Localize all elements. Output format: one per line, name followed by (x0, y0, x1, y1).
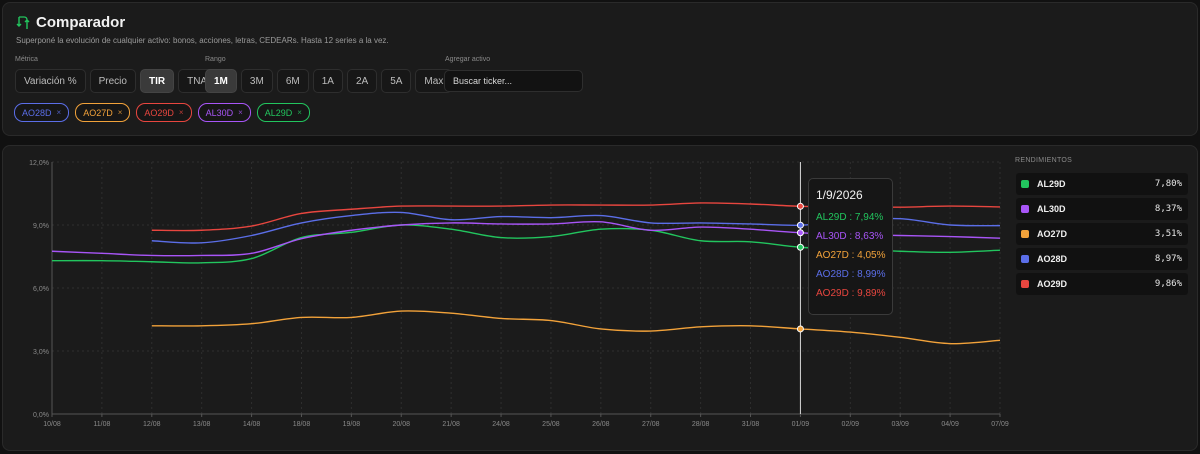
x-tick-label: 25/08 (542, 421, 560, 428)
legend-series-value: 9,86% (1154, 279, 1182, 289)
yield-legend: AL29D 7,80% AL30D 8,37% AO27D 3,51% AO28D 8,97%… (1016, 173, 1188, 298)
tooltip-row: AO29D : 9,89% (816, 288, 886, 299)
title-row: Comparador (16, 14, 125, 31)
legend-title: RENDIMIENTOS (1015, 157, 1073, 164)
legend-swatch (1021, 255, 1029, 263)
x-tick-label: 19/08 (343, 421, 361, 428)
metric-button[interactable]: Variación % (15, 69, 86, 93)
tooltip-row: AO28D : 8,99% (816, 269, 886, 280)
legend-series-name: AO28D (1037, 254, 1068, 264)
asset-chip-label: AO29D (144, 107, 174, 118)
metric-label: Métrica (15, 56, 38, 63)
legend-series-name: AO27D (1037, 229, 1068, 239)
hover-marker-al29d (796, 243, 804, 251)
hover-marker-ao28d (796, 221, 804, 229)
page-title: Comparador (36, 14, 126, 31)
tooltip-date: 1/9/2026 (816, 188, 863, 202)
hover-marker-ao27d (796, 325, 804, 333)
asset-chip[interactable]: AO28D × (14, 103, 70, 122)
remove-chip-icon[interactable]: × (297, 108, 302, 117)
y-tick-label: 12,0% (29, 160, 49, 167)
range-button[interactable]: 1A (312, 69, 343, 93)
x-tick-label: 02/09 (842, 421, 860, 428)
x-tick-label: 24/08 (492, 421, 510, 428)
hover-marker-ao29d (796, 202, 804, 210)
legend-item: AO27D 3,51% (1016, 223, 1188, 245)
tooltip-row: AO27D : 4,05% (816, 250, 886, 261)
legend-series-value: 7,80% (1154, 179, 1182, 189)
x-tick-label: 18/08 (293, 421, 311, 428)
selected-assets: AO28D × AO27D × AO29D × AL30D × AL29D × (14, 103, 310, 122)
compare-arrows-icon (16, 15, 30, 29)
metric-selector: Variación % Precio TIR TNA (15, 69, 217, 93)
range-button[interactable]: 1M (205, 69, 237, 93)
asset-chip[interactable]: AO29D × (136, 103, 192, 122)
x-tick-label: 28/08 (692, 421, 710, 428)
asset-chip-label: AO28D (22, 107, 52, 118)
legend-swatch (1021, 180, 1029, 188)
add-asset-label: Agregar activo (445, 56, 491, 63)
series-line-ao27d (151, 310, 1001, 345)
y-tick-label: 6,0% (33, 286, 49, 293)
asset-chip[interactable]: AL30D × (197, 103, 251, 122)
asset-chip[interactable]: AO27D × (75, 103, 131, 122)
range-button[interactable]: 5A (381, 69, 412, 93)
remove-chip-icon[interactable]: × (238, 108, 243, 117)
x-tick-label: 11/08 (93, 421, 110, 428)
asset-chip-label: AL29D (264, 107, 293, 118)
search-ticker-input[interactable]: Buscar ticker... (444, 70, 583, 92)
hover-marker-al30d (796, 229, 804, 237)
legend-series-name: AL29D (1037, 179, 1066, 189)
legend-item: AO29D 9,86% (1016, 273, 1188, 295)
metric-button[interactable]: Precio (89, 69, 136, 93)
y-tick-label: 3,0% (33, 349, 49, 356)
range-button[interactable]: 3M (240, 69, 273, 93)
x-tick-label: 20/08 (392, 421, 410, 428)
y-tick-label: 9,0% (33, 223, 49, 230)
metric-button[interactable]: TIR (139, 69, 175, 93)
x-tick-label: 13/08 (193, 421, 211, 428)
remove-chip-icon[interactable]: × (178, 108, 184, 117)
legend-series-name: AL30D (1037, 204, 1066, 214)
asset-chip-label: AL30D (205, 107, 234, 118)
legend-series-value: 8,97% (1154, 254, 1182, 264)
x-tick-label: 27/08 (642, 421, 660, 428)
page-subtitle: Superponé la evolución de cualquier acti… (16, 36, 389, 45)
x-tick-label: 26/08 (592, 421, 610, 428)
legend-item: AL29D 7,80% (1016, 173, 1188, 195)
x-tick-label: 14/08 (243, 421, 261, 428)
x-tick-label: 03/09 (891, 421, 909, 428)
x-tick-label: 07/09 (991, 421, 1009, 428)
legend-series-value: 3,51% (1154, 229, 1182, 239)
tooltip-row: AL30D : 8,63% (816, 231, 884, 242)
legend-swatch (1021, 280, 1029, 288)
legend-swatch (1021, 230, 1029, 238)
x-tick-label: 01/09 (792, 421, 810, 428)
legend-series-name: AO29D (1037, 279, 1068, 289)
x-tick-label: 21/08 (442, 421, 460, 428)
tooltip-row: AL29D : 7,94% (816, 212, 884, 223)
legend-series-value: 8,37% (1154, 204, 1182, 214)
x-tick-label: 04/09 (941, 421, 959, 428)
chart-tooltip: 1/9/2026 AL29D : 7,94% AL30D : 8,63% AO27D… (808, 178, 893, 315)
range-button[interactable]: 6M (276, 69, 309, 93)
x-tick-label: 31/08 (742, 421, 760, 428)
asset-chip[interactable]: AL29D × (256, 103, 310, 122)
legend-swatch (1021, 205, 1029, 213)
legend-item: AO28D 8,97% (1016, 248, 1188, 270)
range-button[interactable]: 2A (346, 69, 378, 93)
remove-chip-icon[interactable]: × (117, 108, 123, 117)
x-tick-label: 10/08 (43, 421, 61, 428)
legend-item: AL30D 8,37% (1016, 198, 1188, 220)
x-tick-label: 12/08 (143, 421, 161, 428)
y-tick-label: 0,0% (33, 412, 49, 419)
remove-chip-icon[interactable]: × (56, 108, 62, 117)
asset-chip-label: AO27D (83, 107, 113, 118)
range-label: Rango (205, 56, 226, 63)
